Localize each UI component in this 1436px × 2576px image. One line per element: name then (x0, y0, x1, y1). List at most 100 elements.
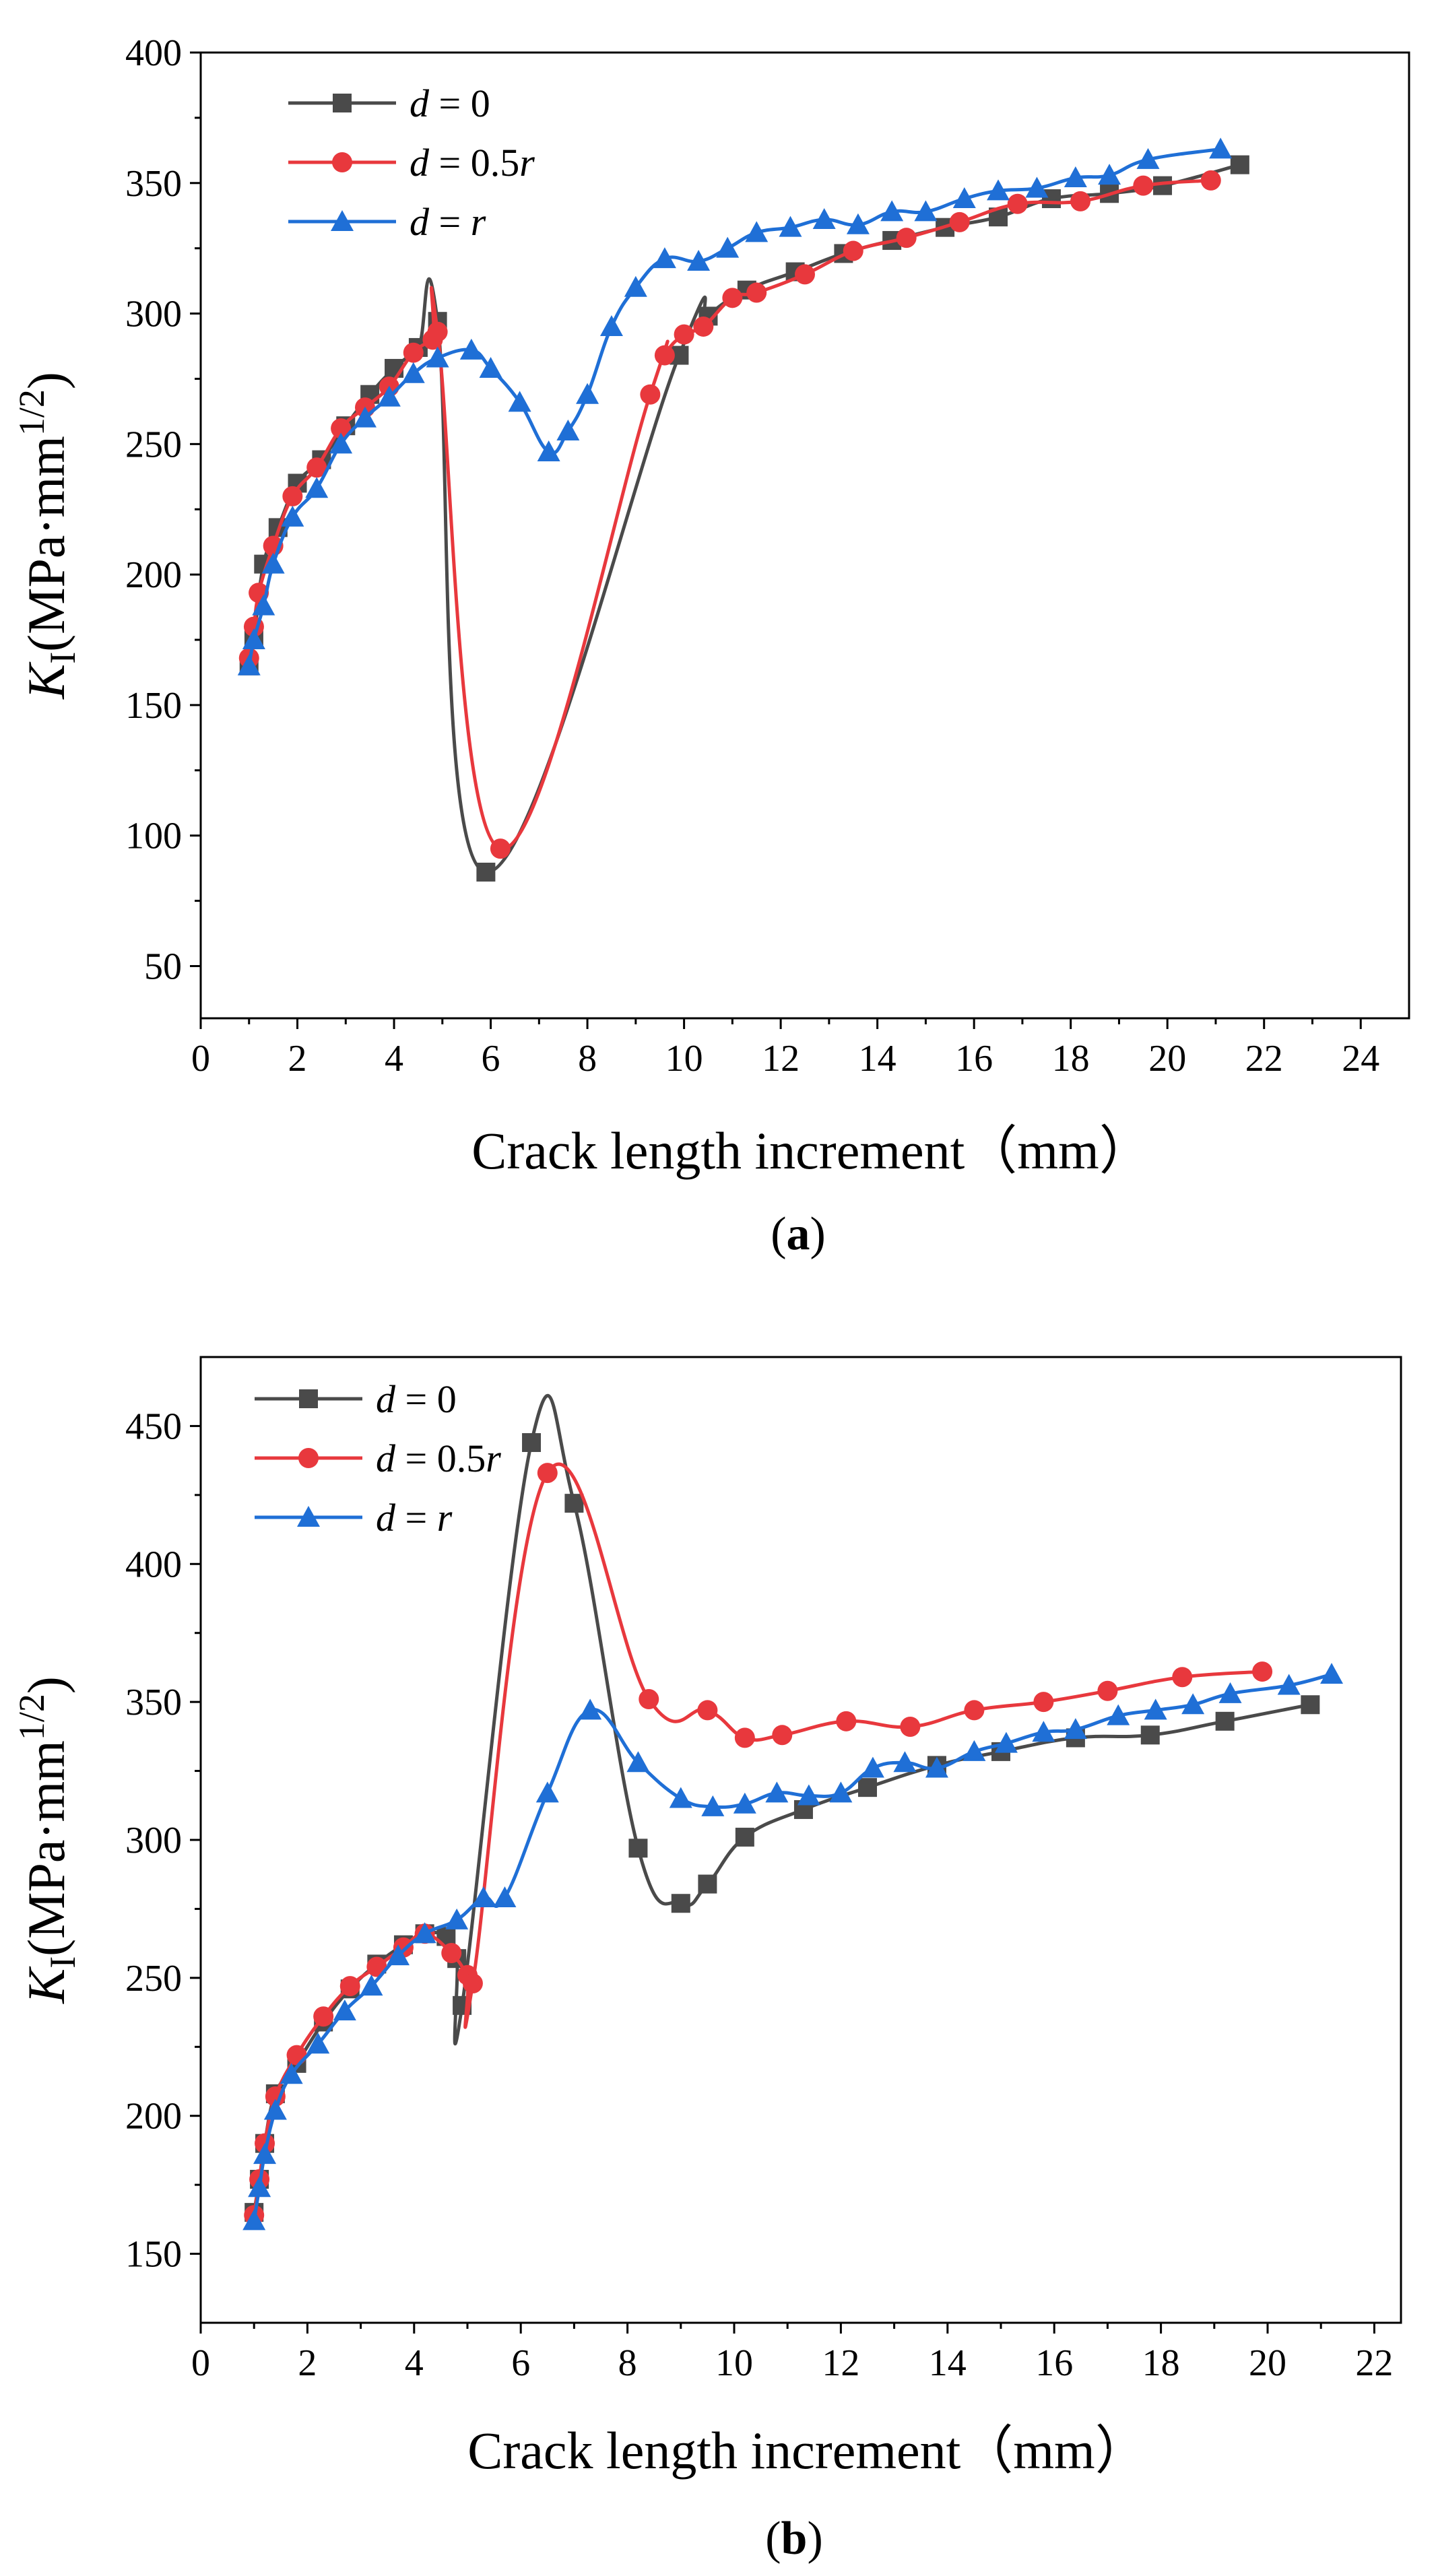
legend-var-r: r (437, 1496, 453, 1540)
data-point (427, 321, 448, 342)
data-point (1172, 1667, 1193, 1688)
data-point (654, 345, 675, 366)
data-point (282, 486, 303, 506)
data-point (286, 2045, 307, 2066)
x-tick-label: 14 (929, 2342, 967, 2384)
x-tick-label: 8 (578, 1038, 597, 1080)
data-point (313, 2006, 334, 2027)
data-point (556, 419, 580, 440)
legend-rest: = (429, 200, 471, 244)
data-point (353, 406, 377, 428)
y-tick-label: 50 (144, 946, 182, 987)
series-1 (239, 155, 1249, 882)
data-point (1064, 1718, 1087, 1740)
data-point (459, 338, 483, 360)
legend-rest: = 0.5 (395, 1436, 486, 1480)
data-point (1218, 1682, 1242, 1703)
y-title-close: ) (17, 372, 75, 389)
data-point (861, 1756, 884, 1778)
series-3 (242, 1663, 1344, 2231)
legend-rest: = (395, 1496, 437, 1540)
legend-label: d = r (410, 200, 486, 244)
legend: d = 0d = 0.5rd = r (288, 81, 535, 244)
data-point (639, 1689, 659, 1710)
data-point (1140, 1725, 1160, 1745)
x-tick-label: 10 (665, 1038, 703, 1080)
legend-var-r: r (471, 200, 486, 244)
y-tick-label: 150 (125, 685, 182, 727)
data-point (242, 2209, 266, 2231)
data-point (1209, 137, 1233, 159)
data-point (949, 211, 970, 232)
legend-rest: = 0 (395, 1377, 457, 1421)
data-point (441, 1942, 462, 1963)
data-point (403, 342, 424, 363)
legend-marker (333, 94, 352, 112)
y-title-sub: I (42, 652, 83, 664)
legend-var: d (376, 1496, 396, 1540)
data-point (836, 1711, 857, 1731)
panel-paren-close: ) (810, 1208, 826, 1260)
panel-paren-open: ( (765, 2513, 781, 2565)
y-axis-title: KI(MPa·mm1/2) (11, 1676, 83, 2004)
data-point (994, 1731, 1018, 1753)
data-point (914, 200, 938, 222)
data-point (579, 1698, 602, 1720)
y-tick-label: 350 (125, 163, 182, 205)
y-tick-label: 450 (125, 1406, 182, 1447)
legend-var: d (410, 81, 430, 125)
y-title-sup: 1/2 (11, 389, 52, 436)
plot-frame (199, 51, 1410, 1020)
series-line (247, 163, 1241, 874)
data-point (377, 385, 401, 407)
data-point (795, 264, 815, 285)
x-tick-label: 12 (822, 2342, 859, 2384)
y-title-sub: I (42, 1956, 83, 1969)
data-point (537, 1463, 558, 1484)
data-point (305, 477, 329, 498)
y-title-unit: (MPa·mm (17, 436, 75, 652)
data-point (716, 236, 740, 258)
data-point (471, 1886, 495, 1908)
data-point (479, 356, 502, 378)
data-point (248, 2176, 271, 2198)
legend-marker (298, 1448, 319, 1468)
data-point (858, 1778, 877, 1797)
data-point (306, 2033, 330, 2054)
data-point (360, 1975, 383, 1996)
legend-var-r: r (486, 1436, 501, 1480)
data-point (1033, 1692, 1054, 1713)
y-tick-label: 350 (125, 1682, 182, 1723)
data-point (1277, 1674, 1301, 1695)
legend-var: d (410, 141, 430, 185)
data-point (490, 838, 511, 859)
data-point (952, 187, 976, 209)
data-point (252, 594, 275, 616)
y-tick-label: 400 (125, 32, 182, 74)
data-point (640, 384, 661, 405)
x-tick-label: 8 (618, 2342, 637, 2384)
panel-paren-close: ) (807, 2513, 822, 2565)
data-point (880, 200, 904, 222)
data-point (687, 250, 711, 271)
legend-var: d (376, 1377, 396, 1421)
data-point (779, 216, 802, 237)
data-point (1133, 175, 1154, 196)
data-point (900, 1717, 921, 1738)
data-point (797, 1784, 820, 1806)
data-point (1098, 164, 1121, 185)
data-point (576, 383, 599, 404)
x-tick-label: 0 (191, 1038, 210, 1080)
y-title-sup: 1/2 (11, 1694, 52, 1740)
data-point (624, 275, 647, 297)
data-point (237, 654, 261, 675)
legend-var: d (376, 1436, 396, 1480)
x-tick-label: 16 (1035, 2342, 1073, 2384)
legend-label: d = r (376, 1496, 453, 1540)
y-tick-label: 150 (125, 2234, 182, 2276)
data-point (1064, 166, 1087, 188)
legend: d = 0d = 0.5rd = r (255, 1377, 501, 1540)
x-tick-label: 0 (191, 2342, 210, 2384)
data-point (537, 440, 560, 461)
